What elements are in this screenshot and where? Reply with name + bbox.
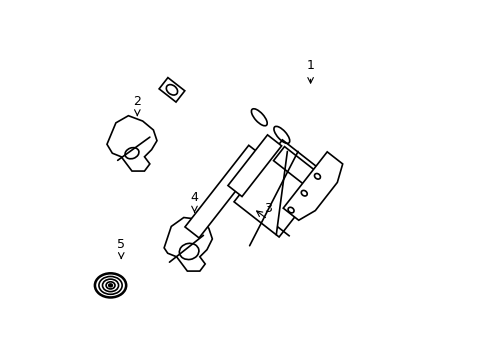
Polygon shape (234, 140, 327, 237)
Text: 4: 4 (190, 192, 198, 204)
Polygon shape (283, 152, 342, 220)
Text: 1: 1 (306, 59, 314, 72)
Polygon shape (184, 145, 262, 238)
Polygon shape (159, 78, 184, 102)
Polygon shape (273, 147, 315, 185)
Ellipse shape (108, 284, 112, 287)
Polygon shape (107, 116, 157, 171)
Text: 5: 5 (117, 238, 125, 251)
Polygon shape (164, 217, 212, 271)
Text: 3: 3 (263, 202, 271, 215)
Polygon shape (227, 135, 281, 197)
Text: 2: 2 (133, 95, 141, 108)
